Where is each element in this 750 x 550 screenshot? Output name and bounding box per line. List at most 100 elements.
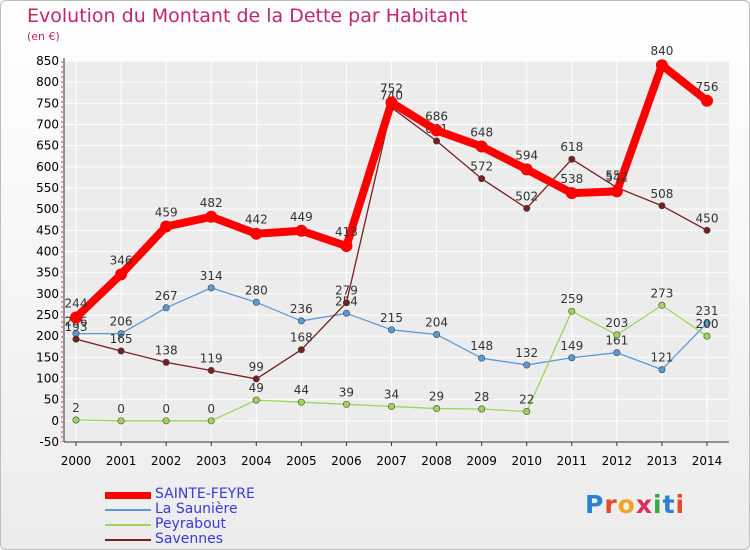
data-label: 618 (560, 140, 583, 154)
data-point (658, 301, 666, 309)
data-label: 119 (200, 351, 223, 365)
y-tick-label: 600 (36, 160, 59, 174)
data-label: 648 (470, 126, 493, 140)
data-point (523, 204, 531, 212)
legend-label: Savennes (155, 531, 224, 547)
data-point (568, 307, 576, 315)
data-label: 29 (429, 390, 444, 404)
data-point (342, 299, 350, 307)
data-label: 572 (470, 160, 493, 174)
x-tick-label: 2014 (692, 454, 723, 468)
legend-swatch (105, 509, 151, 511)
data-point (613, 331, 621, 339)
data-label: 168 (290, 331, 313, 345)
data-label: 752 (380, 81, 403, 95)
y-tick-label: 750 (36, 96, 59, 110)
data-label: 231 (696, 304, 719, 318)
data-point (340, 239, 353, 252)
data-point (658, 202, 666, 210)
data-point (297, 317, 305, 325)
x-tick-label: 2013 (647, 454, 678, 468)
data-label: 280 (245, 283, 268, 297)
data-label: 756 (696, 80, 719, 94)
data-point (610, 185, 623, 198)
data-point (658, 366, 666, 374)
data-point (207, 284, 215, 292)
y-tick-label: 700 (36, 118, 59, 132)
data-point (433, 405, 441, 413)
data-point (207, 417, 215, 425)
data-point (568, 155, 576, 163)
y-tick-label: 0 (51, 414, 59, 428)
data-label: 279 (335, 284, 358, 298)
legend-label: La Saunière (155, 501, 238, 517)
y-tick-label: -50 (39, 435, 59, 449)
data-label: 206 (110, 315, 133, 329)
data-point (703, 319, 711, 327)
y-tick-label: 650 (36, 139, 59, 153)
data-point (162, 358, 170, 366)
data-label: 840 (650, 44, 673, 58)
data-label: 740 (380, 89, 403, 103)
data-label: 203 (605, 316, 628, 330)
data-point (385, 96, 398, 109)
data-label: 482 (200, 196, 223, 210)
data-point (162, 417, 170, 425)
y-tick-label: 200 (36, 329, 59, 343)
data-point (430, 124, 443, 137)
legend-swatch (105, 524, 151, 526)
data-point (433, 137, 441, 145)
data-point (433, 330, 441, 338)
data-point (478, 354, 486, 362)
data-label: 259 (560, 292, 583, 306)
data-label: 99 (249, 360, 264, 374)
data-point (162, 304, 170, 312)
y-tick-label: 550 (36, 181, 59, 195)
data-label: 0 (207, 402, 215, 416)
data-label: 459 (155, 206, 178, 220)
data-label: 148 (470, 339, 493, 353)
data-label: 161 (605, 334, 628, 348)
y-tick-label: 400 (36, 245, 59, 259)
data-point (475, 140, 488, 153)
data-label: 215 (380, 311, 403, 325)
legend-label: Peyrabout (155, 516, 226, 532)
data-label: 44 (294, 383, 309, 397)
data-label: 193 (65, 320, 88, 334)
x-tick-label: 2008 (421, 454, 452, 468)
data-label: 200 (696, 317, 719, 331)
x-tick-label: 2011 (557, 454, 588, 468)
data-label: 413 (335, 225, 358, 239)
y-tick-label: 300 (36, 287, 59, 301)
data-label: 0 (162, 402, 170, 416)
data-point (478, 175, 486, 183)
data-label: 0 (117, 402, 125, 416)
y-tick-label: 450 (36, 223, 59, 237)
data-point (72, 416, 80, 424)
data-label: 39 (339, 385, 354, 399)
data-point (72, 335, 80, 343)
data-point (117, 330, 125, 338)
data-label: 22 (519, 393, 534, 407)
y-tick-label: 50 (44, 393, 59, 407)
data-label: 502 (515, 189, 538, 203)
data-label: 450 (696, 211, 719, 225)
data-label: 346 (110, 253, 133, 267)
y-tick-label: 850 (36, 54, 59, 68)
legend-swatch (105, 539, 151, 541)
x-tick-label: 2005 (286, 454, 317, 468)
legend-swatch (105, 491, 151, 499)
data-label: 165 (110, 332, 133, 346)
proxiti-logo: Proxiti (585, 490, 686, 519)
y-tick-label: 150 (36, 350, 59, 364)
data-point (252, 375, 260, 383)
x-tick-label: 2000 (61, 454, 92, 468)
data-label: 244 (65, 297, 88, 311)
data-point (703, 332, 711, 340)
data-point (520, 163, 533, 176)
x-tick-label: 2001 (106, 454, 137, 468)
data-label: 594 (515, 148, 538, 162)
data-point (160, 220, 173, 233)
